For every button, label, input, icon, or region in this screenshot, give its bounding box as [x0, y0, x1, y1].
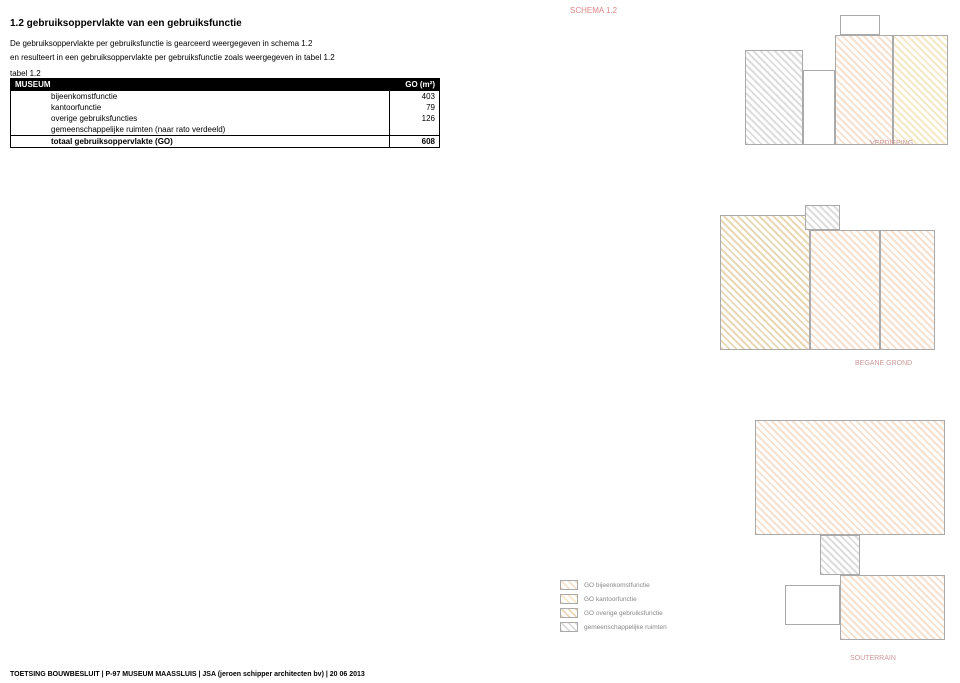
table-header-left: MUSEUM — [11, 79, 390, 91]
table-row-val: 79 — [390, 102, 440, 113]
plan-block — [880, 230, 935, 350]
table-total-val: 608 — [390, 136, 440, 148]
table-row-label: bijeenkomstfunctie — [11, 91, 390, 103]
plan-block — [840, 575, 945, 640]
legend-label: GO overige gebruiksfunctie — [584, 610, 663, 617]
legend-row: GO kantoorfunctie — [560, 594, 667, 604]
legend-swatch — [560, 580, 578, 590]
plan-block — [893, 35, 948, 145]
legend-label: GO bijeenkomstfunctie — [584, 582, 650, 589]
table-row-val: 403 — [390, 91, 440, 103]
plan-block — [803, 70, 835, 145]
plan-label: BEGANE GROND — [855, 360, 912, 367]
floorplan-verdieping: VERDIEPING — [745, 15, 950, 155]
legend-swatch — [560, 622, 578, 632]
page-footer: TOETSING BOUWBESLUIT | P-97 MUSEUM MAASS… — [10, 671, 365, 678]
plan-block — [820, 535, 860, 575]
floorplan-begane-grond: BEGANE GROND — [720, 205, 950, 375]
paragraph-1: De gebruiksoppervlakte per gebruiksfunct… — [10, 39, 460, 49]
table-row-label: kantoorfunctie — [11, 102, 390, 113]
plan-label: VERDIEPING — [870, 140, 913, 147]
table-header-right: GO (m²) — [390, 79, 440, 91]
section-heading: 1.2 gebruiksoppervlakte van een gebruiks… — [10, 18, 460, 29]
table-row-val: 126 — [390, 113, 440, 124]
legend-label: gemeenschappelijke ruimten — [584, 624, 667, 631]
legend-swatch — [560, 594, 578, 604]
table-row-label: gemeenschappelijke ruimten (naar rato ve… — [11, 124, 390, 136]
legend: GO bijeenkomstfunctie GO kantoorfunctie … — [560, 580, 667, 636]
plan-block — [755, 420, 945, 535]
plan-label: SOUTERRAIN — [850, 655, 896, 662]
paragraph-2: en resulteert in een gebruiksoppervlakte… — [10, 53, 460, 63]
plan-block — [810, 230, 880, 350]
floorplan-souterrain: SOUTERRAIN — [725, 420, 950, 650]
table-row-val — [390, 124, 440, 136]
plan-block — [745, 50, 803, 145]
plan-block — [720, 215, 810, 350]
legend-row: GO overige gebruiksfunctie — [560, 608, 667, 618]
go-table: MUSEUM GO (m²) bijeenkomstfunctie403 kan… — [10, 78, 440, 148]
legend-row: gemeenschappelijke ruimten — [560, 622, 667, 632]
plan-block — [840, 15, 880, 35]
schema-label: SCHEMA 1.2 — [570, 6, 617, 15]
legend-label: GO kantoorfunctie — [584, 596, 637, 603]
plan-block — [785, 585, 840, 625]
table-total-label: totaal gebruiksoppervlakte (GO) — [11, 136, 390, 148]
table-row-label: overige gebruiksfuncties — [11, 113, 390, 124]
legend-swatch — [560, 608, 578, 618]
text-column: 1.2 gebruiksoppervlakte van een gebruiks… — [10, 18, 460, 148]
plan-block — [805, 205, 840, 230]
legend-row: GO bijeenkomstfunctie — [560, 580, 667, 590]
table-label: tabel 1.2 — [10, 69, 460, 78]
plan-block — [835, 35, 893, 145]
